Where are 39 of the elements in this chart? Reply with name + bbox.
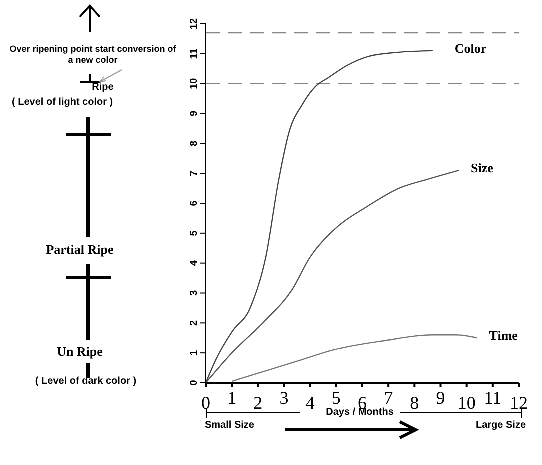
series-label: Size (471, 160, 494, 176)
x-tick-label: 10 (458, 393, 476, 413)
x-tick-label: 2 (254, 393, 263, 413)
x-tick-label: 8 (410, 393, 420, 413)
y-tick-label: 8 (189, 140, 200, 146)
text: Partial Ripe (45, 242, 115, 258)
x-tick-label: 3 (280, 388, 289, 408)
y-tick-label: 1 (189, 350, 200, 356)
y-tick-label: 3 (189, 290, 200, 296)
series-label: Time (489, 328, 518, 344)
y-tick-label: 9 (189, 110, 200, 117)
y-tick-label: 2 (189, 320, 200, 326)
y-tick-label: 0 (189, 380, 200, 386)
x-axis-title: Days / Months (326, 407, 394, 418)
x-tick-label: 12 (510, 393, 528, 413)
y-tick-label: 12 (189, 18, 200, 30)
text: ( Level of light color ) (12, 97, 114, 110)
y-tick-label: 4 (189, 260, 200, 266)
x-tick-label: 11 (484, 388, 502, 408)
text: Ripe (91, 82, 115, 94)
x-tick-label: 4 (306, 393, 315, 413)
x-tick-label: 5 (332, 388, 341, 408)
y-tick-label: 11 (189, 48, 200, 60)
x-tick-label: 9 (436, 388, 446, 408)
text: Un Ripe (56, 344, 104, 360)
line-series (206, 50, 434, 383)
line-series (231, 334, 478, 382)
series-label: Color (454, 40, 487, 56)
line-series (206, 170, 460, 383)
y-tick-label: 6 (189, 200, 200, 206)
x-tick-label: 7 (384, 388, 394, 408)
y-tick-label: 7 (189, 170, 200, 176)
text: ( Level of dark color ) (34, 376, 138, 388)
x-tick-label: 1 (228, 388, 237, 408)
text: Small Size (205, 420, 256, 432)
text: Over ripening point start conversion of a new color (8, 44, 178, 66)
y-tick-label: 5 (189, 230, 200, 236)
y-tick-label: 10 (189, 78, 200, 90)
text: Large Size (476, 420, 528, 432)
